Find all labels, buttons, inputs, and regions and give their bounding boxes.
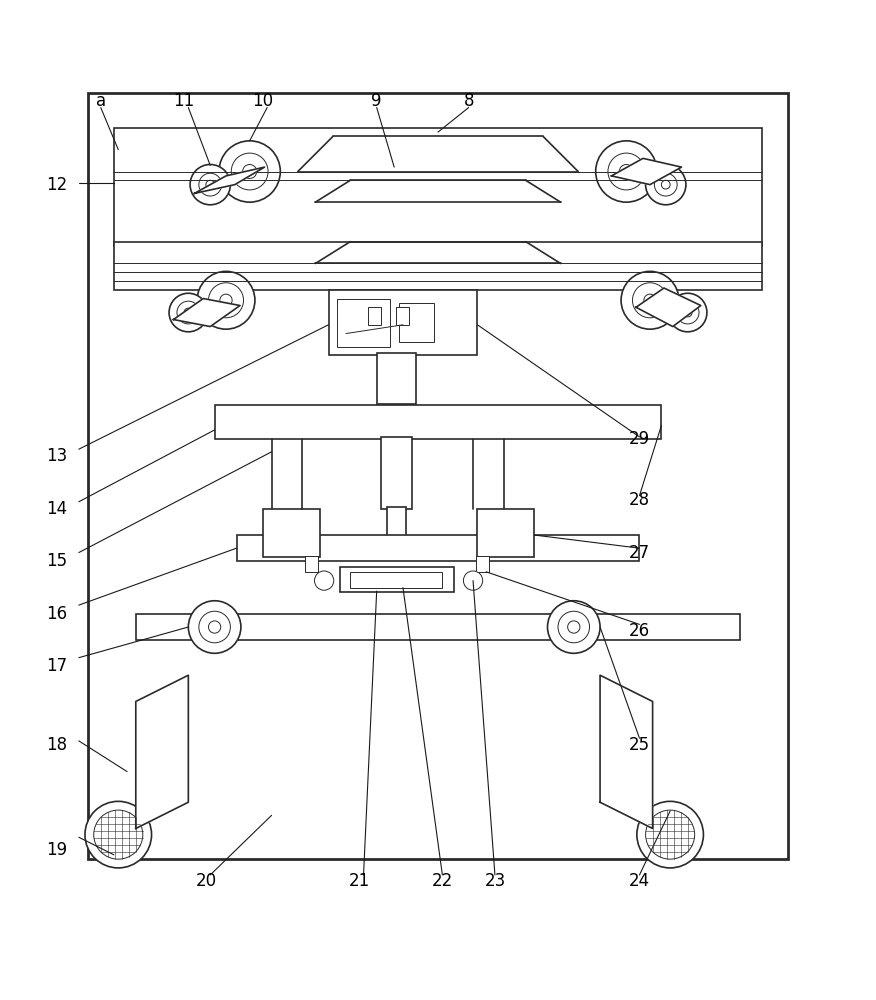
Circle shape [197,271,255,329]
Circle shape [596,141,657,202]
Circle shape [314,571,334,590]
Text: 18: 18 [46,736,67,754]
Text: 8: 8 [463,92,474,110]
Bar [136,614,740,640]
Circle shape [676,301,699,324]
Text: 24: 24 [629,872,650,890]
Text: 15: 15 [46,552,67,570]
Bar [114,242,762,290]
Bar [328,290,477,355]
Text: 26: 26 [629,622,650,640]
Text: 28: 28 [629,491,650,509]
Circle shape [94,810,143,859]
Polygon shape [600,675,653,828]
Circle shape [558,611,590,643]
Circle shape [219,141,280,202]
Circle shape [668,293,707,332]
Text: 25: 25 [629,736,650,754]
Text: 23: 23 [484,872,505,890]
Text: 13: 13 [46,447,67,465]
Text: 11: 11 [173,92,194,110]
Text: 19: 19 [46,841,67,859]
Circle shape [188,601,241,653]
Text: 14: 14 [46,500,67,518]
Text: 29: 29 [629,430,650,448]
Circle shape [208,621,221,633]
Circle shape [637,801,703,868]
Circle shape [199,173,222,196]
Bar [477,509,534,557]
Circle shape [177,301,200,324]
Circle shape [661,180,670,189]
Text: 9: 9 [371,92,382,110]
Text: 12: 12 [46,176,67,194]
Circle shape [683,308,692,317]
Circle shape [206,180,215,189]
Circle shape [654,173,677,196]
Text: a: a [95,92,106,110]
Text: 22: 22 [432,872,453,890]
Bar [368,307,381,325]
Bar [215,405,661,439]
Text: 21: 21 [349,872,370,890]
Bar [88,93,788,859]
Circle shape [169,293,208,332]
Polygon shape [611,158,682,185]
Text: 16: 16 [46,605,67,623]
Circle shape [199,611,230,643]
Bar [237,535,639,561]
Circle shape [208,283,244,318]
Circle shape [190,164,230,205]
Circle shape [85,801,152,868]
Circle shape [621,271,679,329]
Bar [350,572,442,588]
Circle shape [646,810,695,859]
Text: 27: 27 [629,544,650,562]
Bar [340,567,454,592]
Circle shape [548,601,600,653]
Circle shape [608,153,645,190]
Polygon shape [636,288,701,327]
Bar [396,307,409,325]
Bar [476,556,489,572]
Circle shape [632,283,668,318]
Bar [305,556,318,572]
Circle shape [231,153,268,190]
Circle shape [568,621,580,633]
Polygon shape [136,675,188,828]
Circle shape [644,294,656,306]
Bar [381,437,412,509]
Polygon shape [173,299,240,327]
Circle shape [243,164,257,179]
Circle shape [220,294,232,306]
Circle shape [184,308,193,317]
Bar [387,507,406,544]
Bar [337,299,390,347]
Circle shape [619,164,633,179]
Polygon shape [194,167,265,193]
Bar [114,128,762,246]
Bar [377,353,416,404]
Text: 17: 17 [46,657,67,675]
Bar [399,303,434,342]
Text: 20: 20 [195,872,216,890]
Circle shape [646,164,686,205]
Bar [263,509,320,557]
Text: 10: 10 [252,92,273,110]
Circle shape [463,571,483,590]
